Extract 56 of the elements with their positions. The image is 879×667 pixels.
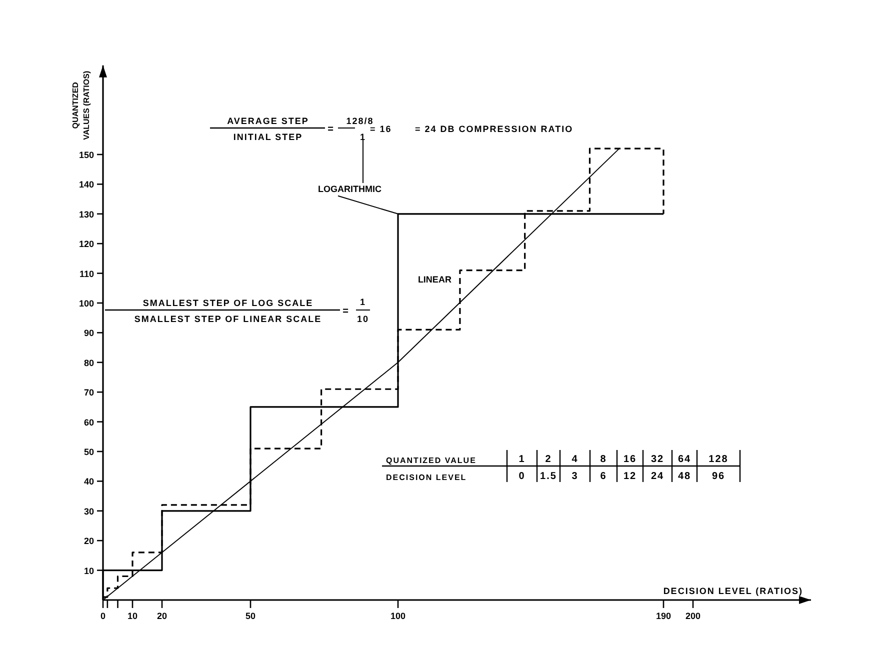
annotation: 64 — [678, 454, 692, 465]
x-tick-label: 10 — [127, 611, 138, 621]
annotation: AVERAGE STEP — [227, 116, 309, 126]
y-tick-label: 100 — [78, 298, 94, 308]
annotation: 128/8 — [346, 116, 374, 126]
annotation: 10 — [356, 314, 370, 324]
annotation: = 24 DB COMPRESSION RATIO — [415, 124, 574, 134]
annotation: 0 — [518, 471, 526, 482]
annotation: 1 — [360, 132, 366, 142]
annotation: QUANTIZED VALUE — [386, 456, 476, 465]
series-label: LINEAR — [418, 274, 452, 284]
annotation: SMALLEST STEP OF LINEAR SCALE — [134, 314, 322, 324]
annotation: INITIAL STEP — [233, 132, 303, 142]
annotation: 1 — [360, 297, 366, 307]
annotation: 96 — [712, 471, 726, 482]
y-tick-label: 60 — [84, 417, 94, 428]
y-tick-label: 20 — [84, 536, 94, 546]
y-tick-label: 140 — [78, 180, 94, 190]
y-tick-label: 120 — [78, 239, 94, 250]
annotation: 32 — [650, 454, 664, 465]
annotation: 8 — [600, 454, 607, 465]
x-tick-label: 0 — [100, 611, 106, 621]
x-axis-title: DECISION LEVEL (RATIOS) — [663, 586, 803, 596]
y-tick-label: 150 — [78, 150, 94, 160]
y-tick-label: 10 — [84, 566, 94, 576]
annotation: 6 — [600, 471, 607, 482]
annotation: = 16 — [370, 124, 392, 134]
y-tick-label: 90 — [84, 328, 94, 338]
y-axis-title: QUANTIZED VALUES (RATIOS) — [71, 70, 91, 140]
annotation: 24 — [650, 471, 664, 482]
y-tick-label: 30 — [84, 506, 94, 516]
y-tick-label: 50 — [84, 447, 94, 457]
x-tick-label: 100 — [390, 611, 406, 621]
annotation: = — [328, 124, 334, 135]
annotation: DECISION LEVEL — [386, 473, 467, 482]
annotation: 1 — [518, 454, 526, 465]
x-tick-label: 20 — [156, 611, 168, 621]
text: LOGARITHMIC — [318, 184, 382, 194]
x-tick-label: 190 — [656, 611, 672, 621]
annotation: 2 — [545, 454, 552, 465]
annotation: 3 — [572, 471, 578, 482]
x-tick-label: 50 — [245, 611, 256, 621]
y-tick-label: 130 — [78, 209, 94, 220]
y-tick-label: 110 — [79, 268, 94, 279]
annotation: 1.5 — [540, 471, 557, 482]
x-tick-label: 200 — [685, 611, 701, 621]
annotation: 12 — [623, 471, 637, 482]
annotation: 4 — [572, 454, 578, 465]
y-tick-label: 70 — [84, 388, 94, 398]
annotation: 48 — [678, 471, 692, 482]
y-tick-label: 80 — [84, 358, 94, 368]
annotation: 128 — [708, 454, 728, 465]
y-tick-label: 40 — [84, 476, 94, 487]
annotation: 16 — [623, 454, 637, 465]
annotation: SMALLEST STEP OF LOG SCALE — [142, 298, 314, 308]
annotation: = — [342, 306, 350, 317]
